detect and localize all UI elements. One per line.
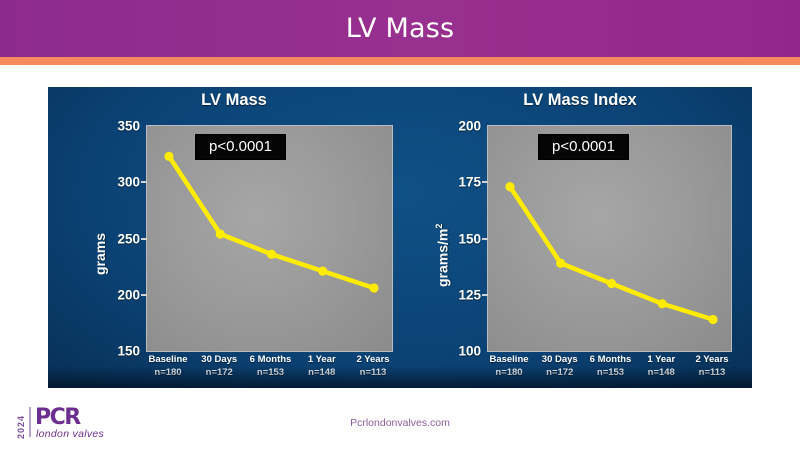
p-value-annotation: p<0.0001 — [538, 134, 629, 160]
data-point-marker — [164, 151, 174, 161]
data-point-marker — [505, 182, 515, 192]
x-axis-category-name: 30 Days — [541, 354, 578, 365]
y-axis-tick-mark — [141, 181, 147, 184]
charts-panel: LV Mass grams p<0.0001 350 300 250 200 150 B… — [48, 87, 752, 388]
y-axis-tick-label: 200 — [117, 287, 140, 303]
page-title: LV Mass — [345, 13, 455, 44]
data-point-marker — [369, 283, 379, 293]
data-series-line — [164, 151, 379, 293]
p-value-annotation: p<0.0001 — [195, 134, 286, 160]
x-axis-category-name: 1 Year — [307, 354, 336, 365]
data-point-marker — [215, 229, 225, 239]
y-axis-label-exponent: 2 — [434, 223, 444, 229]
data-point-marker — [266, 249, 277, 259]
logo-wordmark: PCR — [35, 405, 81, 430]
data-point-marker — [606, 278, 617, 289]
y-axis-tick-label: 175 — [458, 174, 481, 190]
plot-area: p<0.0001 200 175 150 125 100 — [458, 119, 732, 359]
data-point-marker — [556, 258, 566, 268]
chart-title: LV Mass Index — [523, 91, 637, 109]
y-axis-tick-label: 350 — [117, 118, 140, 134]
y-axis-tick-label: 300 — [117, 174, 140, 190]
data-point-marker — [657, 299, 667, 309]
y-axis-tick-label: 250 — [117, 231, 140, 246]
y-axis-tick-mark — [141, 237, 147, 240]
x-axis-category-name: 6 Months — [589, 354, 632, 365]
y-axis-tick-label: 200 — [458, 118, 481, 134]
slide-header: LV Mass — [0, 0, 800, 57]
x-axis-category-name: 2 Years — [356, 354, 390, 365]
logo-divider — [29, 407, 31, 437]
slide-body: LV Mass grams p<0.0001 350 300 250 200 150 B… — [0, 65, 800, 450]
x-axis-category-label: 2 Years n=113 — [340, 353, 406, 379]
chart-lv-mass: LV Mass grams p<0.0001 350 300 250 200 150 B… — [58, 87, 410, 388]
x-axis-category-name: 2 Years — [695, 354, 729, 365]
y-axis-tick-mark — [482, 293, 488, 296]
y-axis-label: grams — [92, 232, 108, 275]
x-axis-category-name: 30 Days — [201, 354, 238, 365]
x-axis-category-count: n=113 — [698, 367, 726, 378]
y-axis-label-text: grams/m — [434, 228, 451, 287]
y-axis-tick-label: 150 — [117, 343, 140, 359]
y-axis-tick-mark — [141, 293, 147, 296]
plot-area: p<0.0001 350 300 250 200 150 — [117, 119, 393, 359]
y-axis-tick-label: 125 — [458, 287, 481, 303]
pcr-london-valves-logo: 2024 PCR london valves — [16, 405, 146, 445]
x-axis-category-name: Baseline — [148, 354, 188, 365]
y-axis-tick-mark — [482, 237, 488, 240]
header-accent-bar — [0, 57, 800, 65]
x-axis-category-name: Baseline — [489, 354, 529, 365]
chart-lv-mass-index: LV Mass Index grams/m2 p<0.0001 200 175 15… — [408, 87, 752, 388]
logo-tagline: london valves — [36, 428, 105, 440]
x-axis-category-name: 1 Year — [647, 354, 676, 365]
x-axis-category-count: n=113 — [359, 367, 387, 378]
data-point-marker — [708, 314, 718, 325]
x-axis-category-label: 2 Years n=113 — [679, 353, 745, 379]
y-axis-tick-label: 150 — [458, 231, 481, 246]
y-axis-tick-mark — [482, 181, 488, 184]
x-axis-category-name: 6 Months — [249, 354, 292, 365]
footer-url: Pcrlondonvalves.com — [350, 417, 450, 429]
data-series-line — [505, 182, 718, 325]
chart-title: LV Mass — [201, 91, 267, 109]
y-axis-label: grams/m2 — [434, 224, 451, 287]
y-axis-tick-label: 100 — [458, 343, 481, 359]
data-point-marker — [318, 266, 328, 276]
